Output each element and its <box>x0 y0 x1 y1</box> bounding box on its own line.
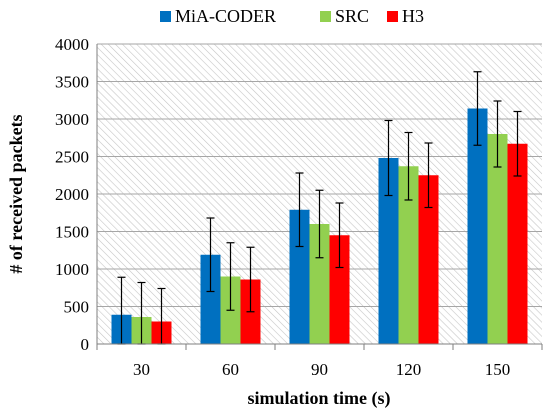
y-tick-label: 2000 <box>55 185 89 204</box>
x-tick-labels: 30 60 90 120 150 <box>133 360 510 379</box>
bar-mia-coder-90 <box>289 209 310 344</box>
y-tick-label: 3500 <box>55 73 89 92</box>
axes <box>96 44 543 350</box>
legend-label: MiA-CODER <box>175 6 276 26</box>
legend-label: H3 <box>402 6 424 26</box>
x-axis-title: simulation time (s) <box>248 388 391 409</box>
x-tick-label: 150 <box>485 360 511 379</box>
y-tick-label: 3000 <box>55 110 89 129</box>
legend-swatch <box>320 11 331 22</box>
y-tick-label: 1500 <box>55 223 89 242</box>
legend: MiA-CODER SRC H3 <box>160 6 424 26</box>
bar-h3-90 <box>329 235 350 344</box>
x-tick-label: 30 <box>133 360 150 379</box>
y-axis-title: # of received packets <box>6 114 26 273</box>
y-tick-label: 1000 <box>55 260 89 279</box>
error-bars <box>117 71 522 345</box>
x-tick-label: 120 <box>396 360 422 379</box>
y-tick-labels: 0 500 1000 1500 2000 2500 3000 3500 4000 <box>55 35 89 354</box>
bar-h3-150 <box>507 143 528 344</box>
legend-label: SRC <box>335 6 369 26</box>
bar-src-90 <box>309 224 330 344</box>
bar-mia-coder-60 <box>200 254 221 344</box>
y-tick-label: 0 <box>81 335 90 354</box>
legend-swatch <box>387 11 398 22</box>
y-tick-label: 4000 <box>55 35 89 54</box>
bar-mia-coder-150 <box>467 108 488 344</box>
x-tick-label: 90 <box>311 360 328 379</box>
y-tick-label: 500 <box>64 298 90 317</box>
legend-swatch <box>160 11 171 22</box>
bar-src-150 <box>487 134 508 344</box>
x-tick-label: 60 <box>222 360 239 379</box>
bar-mia-coder-120 <box>378 158 399 344</box>
bar-h3-120 <box>418 175 439 344</box>
bar-src-120 <box>398 166 419 344</box>
y-tick-label: 2500 <box>55 148 89 167</box>
